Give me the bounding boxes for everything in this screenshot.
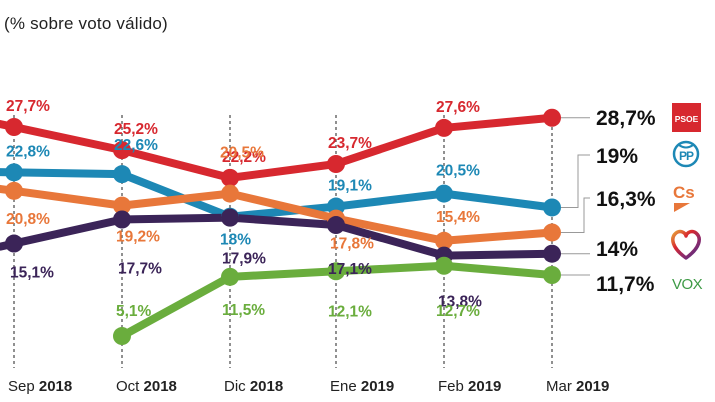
data-point-vox — [113, 327, 131, 346]
data-label-podemos: 17,9% — [222, 251, 266, 268]
data-point-vox — [327, 262, 345, 281]
x-tick-label: Sep 2018 — [8, 378, 72, 395]
final-value-pp: 19% — [596, 145, 638, 168]
data-label-cs: 20,5% — [220, 145, 264, 162]
data-point-psoe — [435, 118, 453, 137]
party-logos: PSOE PP Cs VOX — [671, 103, 703, 293]
data-label-podemos: 17,1% — [328, 261, 372, 278]
x-tick-label: Mar 2019 — [546, 378, 609, 395]
data-label-pp: 18% — [220, 232, 251, 249]
data-label-podemos: 15,1% — [10, 265, 54, 282]
data-point-vox — [221, 267, 239, 286]
data-point-pp — [5, 163, 23, 182]
svg-text:PP: PP — [679, 149, 694, 163]
connector-line — [561, 154, 590, 208]
data-label-cs: 20,8% — [6, 211, 50, 228]
data-point-psoe — [5, 118, 23, 136]
data-label-psoe: 27,6% — [436, 99, 480, 116]
data-label-cs: 19,2% — [116, 229, 160, 246]
svg-text:PSOE: PSOE — [675, 114, 699, 124]
data-point-cs — [5, 181, 23, 200]
data-point-psoe — [543, 108, 561, 127]
data-label-pp: 22,8% — [6, 143, 50, 160]
data-label-pp: 22,6% — [114, 137, 158, 154]
data-point-vox — [435, 256, 453, 275]
pp-logo-icon: PP — [672, 140, 700, 168]
data-point-podemos — [5, 234, 23, 253]
data-label-pp: 20,5% — [436, 163, 480, 180]
data-point-cs — [113, 196, 131, 215]
data-point-podemos — [327, 216, 345, 235]
final-value-connectors — [561, 117, 590, 276]
data-point-cs — [435, 231, 453, 250]
x-tick-label: Oct 2018 — [116, 378, 177, 395]
x-tick-label: Feb 2019 — [438, 378, 501, 395]
cs-logo-icon: Cs — [673, 183, 695, 212]
series-points — [5, 108, 561, 346]
data-point-pp — [543, 198, 561, 217]
data-label-podemos: 13,8% — [438, 294, 482, 311]
data-label-vox: 12,1% — [328, 303, 372, 320]
data-label-vox: 12,7% — [436, 303, 480, 320]
data-point-psoe — [113, 141, 131, 160]
data-label-cs: 17,8% — [330, 236, 374, 253]
data-point-pp — [113, 165, 131, 184]
vox-logo-icon: VOX — [672, 276, 703, 293]
svg-text:VOX: VOX — [672, 276, 703, 293]
data-label-psoe: 25,2% — [114, 121, 158, 138]
chart-subtitle: (% sobre voto válido) — [4, 14, 168, 33]
data-label-vox: 5,1% — [116, 303, 152, 320]
x-tick-label: Ene 2019 — [330, 378, 394, 395]
data-point-psoe — [221, 168, 239, 187]
data-point-podemos — [221, 208, 239, 227]
data-point-podemos — [113, 210, 131, 229]
data-label-psoe: 27,7% — [6, 98, 50, 115]
data-label-podemos: 17,7% — [118, 261, 162, 278]
x-tick-label: Dic 2018 — [224, 378, 283, 395]
svg-text:Cs: Cs — [673, 183, 695, 202]
data-point-psoe — [327, 155, 345, 173]
final-value-cs: 16,3% — [596, 188, 656, 211]
final-value-vox: 11,7% — [596, 273, 655, 296]
data-point-cs — [543, 223, 561, 242]
data-point-cs — [221, 184, 239, 203]
final-value-podemos: 14% — [596, 238, 638, 261]
x-axis-ticks: Sep 2018 Oct 2018 Dic 2018 Ene 2019 Feb 2019… — [8, 378, 609, 395]
data-point-pp — [435, 184, 453, 203]
data-label-psoe: 23,7% — [328, 135, 372, 152]
data-labels: 27,7% 25,2% 22,2% 23,7% 27,6% 22,8% 22,6% 18% 19… — [6, 98, 482, 320]
data-label-cs: 15,4% — [436, 209, 480, 226]
data-label-vox: 11,5% — [222, 302, 265, 319]
psoe-logo-icon: PSOE — [672, 103, 701, 132]
data-label-pp: 19,1% — [328, 178, 372, 195]
data-label-psoe: 22,2% — [222, 149, 266, 166]
heart-logo-icon — [671, 229, 701, 260]
data-point-vox — [543, 266, 561, 284]
final-value-labels: 28,7% 19% 16,3% 14% 11,7% — [596, 107, 656, 296]
connector-line — [561, 197, 590, 233]
data-point-podemos — [543, 244, 561, 263]
final-value-psoe: 28,7% — [596, 107, 656, 130]
